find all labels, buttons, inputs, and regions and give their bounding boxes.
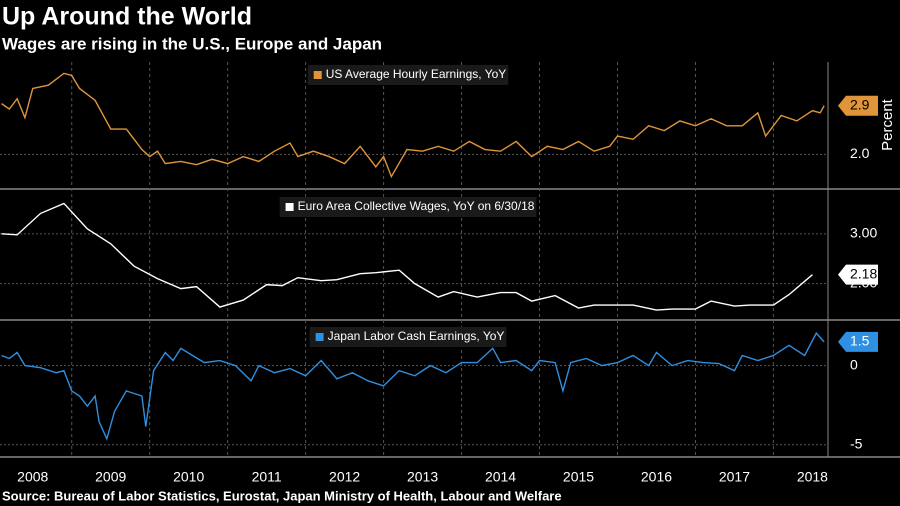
line: [1, 72, 825, 179]
line: [1, 202, 813, 311]
end-value-label: 2.9: [850, 96, 870, 112]
x-tick-label: 2012: [329, 469, 360, 485]
y-tick-label: 3.00: [850, 225, 877, 241]
y-axis-label: Percent: [879, 98, 896, 151]
legend-swatch: [285, 203, 294, 211]
x-tick-label: 2009: [95, 469, 126, 485]
x-tick-label: 2014: [485, 469, 516, 485]
y-tick-label: 2.0: [850, 145, 870, 161]
legend-label: Euro Area Collective Wages, YoY on 6/30/…: [298, 199, 535, 213]
legend-label: Japan Labor Cash Earnings, YoY: [328, 329, 505, 343]
legend-background: [279, 197, 537, 217]
legend: Euro Area Collective Wages, YoY on 6/30/…: [279, 197, 537, 217]
end-value-tag: [838, 331, 878, 352]
end-value-tag: [838, 264, 878, 285]
x-tick-label: 2010: [173, 469, 204, 485]
legend: US Average Hourly Earnings, YoY: [307, 65, 509, 85]
chart-subtitle: Wages are rising in the U.S., Europe and…: [2, 34, 382, 53]
x-tick-label: 2016: [641, 469, 672, 485]
legend-background: [309, 327, 507, 347]
x-tick-label: 2011: [252, 469, 282, 485]
x-tick-label: 2018: [797, 469, 828, 485]
y-tick-label: -5: [850, 436, 863, 452]
x-tick-label: 2015: [563, 469, 594, 485]
end-value-tag: [838, 95, 878, 116]
source: Source: Bureau of Labor Statistics, Euro…: [2, 488, 562, 503]
x-tick-label: 2017: [719, 469, 750, 485]
line: [1, 331, 825, 441]
chart-title: Up Around the World: [2, 3, 252, 31]
legend-background: [307, 65, 509, 85]
x-tick-label: 2013: [407, 469, 438, 485]
end-value-label: 1.5: [850, 333, 870, 349]
end-value-label: 2.18: [850, 265, 877, 281]
x-tick-label: 2008: [17, 469, 48, 485]
legend-swatch: [313, 71, 322, 79]
legend-label: US Average Hourly Earnings, YoY: [326, 67, 507, 81]
legend: Japan Labor Cash Earnings, YoY: [309, 327, 507, 347]
y-tick-label: 0: [850, 356, 858, 372]
legend-swatch: [315, 333, 324, 341]
